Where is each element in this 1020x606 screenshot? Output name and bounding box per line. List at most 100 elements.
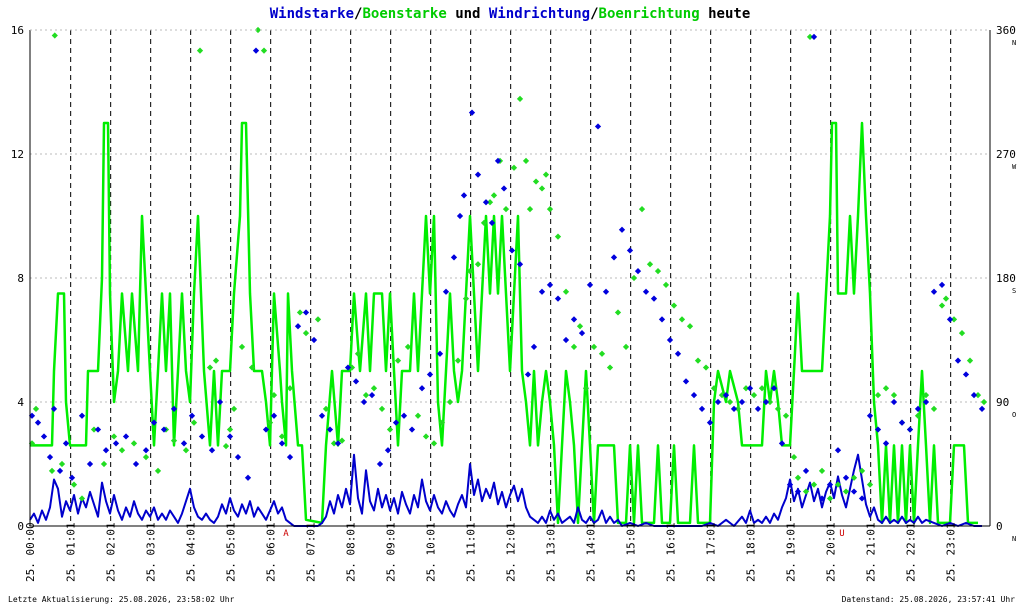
y-left-tick-label: 4: [17, 396, 24, 409]
gust-direction-point: [966, 357, 974, 364]
wind-direction-point: [318, 412, 326, 419]
wind-direction-point: [426, 371, 434, 378]
wind-direction-point: [326, 426, 334, 433]
wind-direction-point: [866, 412, 874, 419]
gust-direction-point: [404, 343, 412, 351]
wind-direction-point: [508, 247, 516, 254]
wind-direction-point: [850, 488, 858, 495]
x-tick-label: 25. 17:01: [705, 522, 718, 582]
gust-direction-point: [622, 343, 630, 351]
gust-direction-point: [422, 433, 430, 440]
wind-direction-point: [310, 336, 318, 344]
wind-direction-point: [874, 426, 882, 433]
wind-direction-point: [376, 460, 384, 468]
gust-direction-point: [330, 440, 338, 447]
y-left-tick-label: 8: [17, 272, 24, 285]
x-tick-label: 25. 02:01: [105, 522, 118, 582]
y-left-tick-label: 16: [11, 24, 24, 37]
gust-direction-point: [834, 481, 842, 488]
y-right-tick-label: 180: [996, 272, 1016, 285]
gust-direction-point: [810, 481, 818, 488]
gust-direction-point: [774, 405, 782, 413]
wind-direction-point: [400, 412, 408, 419]
x-tick-label: 25. 19:01: [785, 522, 798, 582]
x-tick-label: 25. 16:01: [665, 522, 678, 582]
wind-direction-point: [344, 364, 352, 371]
wind-direction-point: [794, 488, 802, 495]
compass-label: W: [1012, 163, 1017, 171]
gust-direction-point: [286, 385, 294, 392]
gust-direction-point: [930, 405, 938, 413]
gust-direction-point: [446, 398, 454, 406]
wind-direction-point: [360, 398, 368, 406]
x-tick-label: 25. 08:01: [345, 522, 358, 582]
gust-direction-point: [486, 199, 494, 206]
gust-direction-point: [348, 364, 356, 371]
gust-direction-point: [670, 302, 678, 309]
gust-direction-point: [378, 405, 386, 413]
wind-speed-line: [29, 453, 982, 527]
gust-direction-point: [598, 350, 606, 357]
wind-direction-point: [392, 419, 400, 426]
gust-direction-point: [466, 267, 474, 275]
wind-direction-point: [954, 357, 962, 364]
y-left-tick-label: 0: [17, 520, 24, 533]
title-segment: Windstarke: [270, 6, 354, 22]
gust-direction-point: [794, 474, 802, 481]
compass-label: S: [1012, 287, 1016, 295]
gust-direction-point: [842, 488, 850, 495]
wind-direction-point: [842, 474, 850, 481]
series: [28, 26, 988, 527]
y-right-tick-label: 270: [996, 148, 1016, 161]
wind-direction-point: [754, 405, 762, 413]
x-tick-label: 25. 20:01: [825, 522, 838, 582]
gust-direction-point: [782, 412, 790, 419]
wind-direction-point: [730, 405, 738, 413]
wind-direction-point: [538, 288, 546, 295]
wind-direction-point: [674, 350, 682, 357]
wind-direction-point: [554, 295, 562, 302]
x-tick-label: 25. 04:01: [185, 522, 198, 582]
wind-direction-point: [352, 378, 360, 385]
wind-direction-point: [650, 295, 658, 302]
gust-speed-line: [30, 121, 978, 525]
title-segment: Boenrichtung: [599, 6, 700, 22]
title-segment: Windrichtung: [489, 6, 590, 22]
x-tick-label: 25. 23:01: [945, 522, 958, 582]
gust-direction-point: [314, 316, 322, 323]
wind-direction-point: [938, 281, 946, 289]
y-left-tick-label: 12: [11, 148, 24, 161]
wind-direction-point: [586, 281, 594, 289]
x-tick-label: 25. 00:00: [24, 522, 37, 582]
x-tick-label: 25. 18:01: [745, 522, 758, 582]
wind-direction-point: [252, 47, 260, 54]
gust-direction-point: [590, 343, 598, 351]
y-right-tick-label: 0: [996, 520, 1003, 533]
x-tick-label: 25. 03:01: [145, 522, 158, 582]
wind-direction-point: [286, 453, 294, 461]
gust-direction-point: [866, 481, 874, 488]
wind-direction-point: [294, 323, 302, 330]
x-tick-label: 25. 12:01: [505, 522, 518, 582]
gust-direction-point: [562, 288, 570, 295]
y-right-tick-label: 90: [996, 396, 1009, 409]
gust-direction-point: [196, 47, 204, 54]
gust-direction-point: [938, 302, 946, 309]
gust-direction-point: [570, 343, 578, 351]
wind-direction-point: [698, 405, 706, 413]
gust-direction-point: [254, 26, 262, 34]
compass-label: O: [1012, 411, 1016, 419]
x-tick-label: 25. 06:01: [265, 522, 278, 582]
title-segment: heute: [700, 6, 751, 22]
gust-direction-point: [266, 419, 274, 426]
x-tick-label: 25. 09:01: [385, 522, 398, 582]
gust-direction-point: [606, 364, 614, 371]
wind-direction-point: [450, 254, 458, 261]
wind-direction-point: [334, 440, 342, 447]
x-tick-label: 25. 10:01: [425, 522, 438, 582]
wind-direction-point: [262, 426, 270, 433]
x-tick-label: 25. 14:01: [585, 522, 598, 582]
title-segment: Boenstarke: [362, 6, 446, 22]
time-marker: A: [283, 529, 289, 539]
